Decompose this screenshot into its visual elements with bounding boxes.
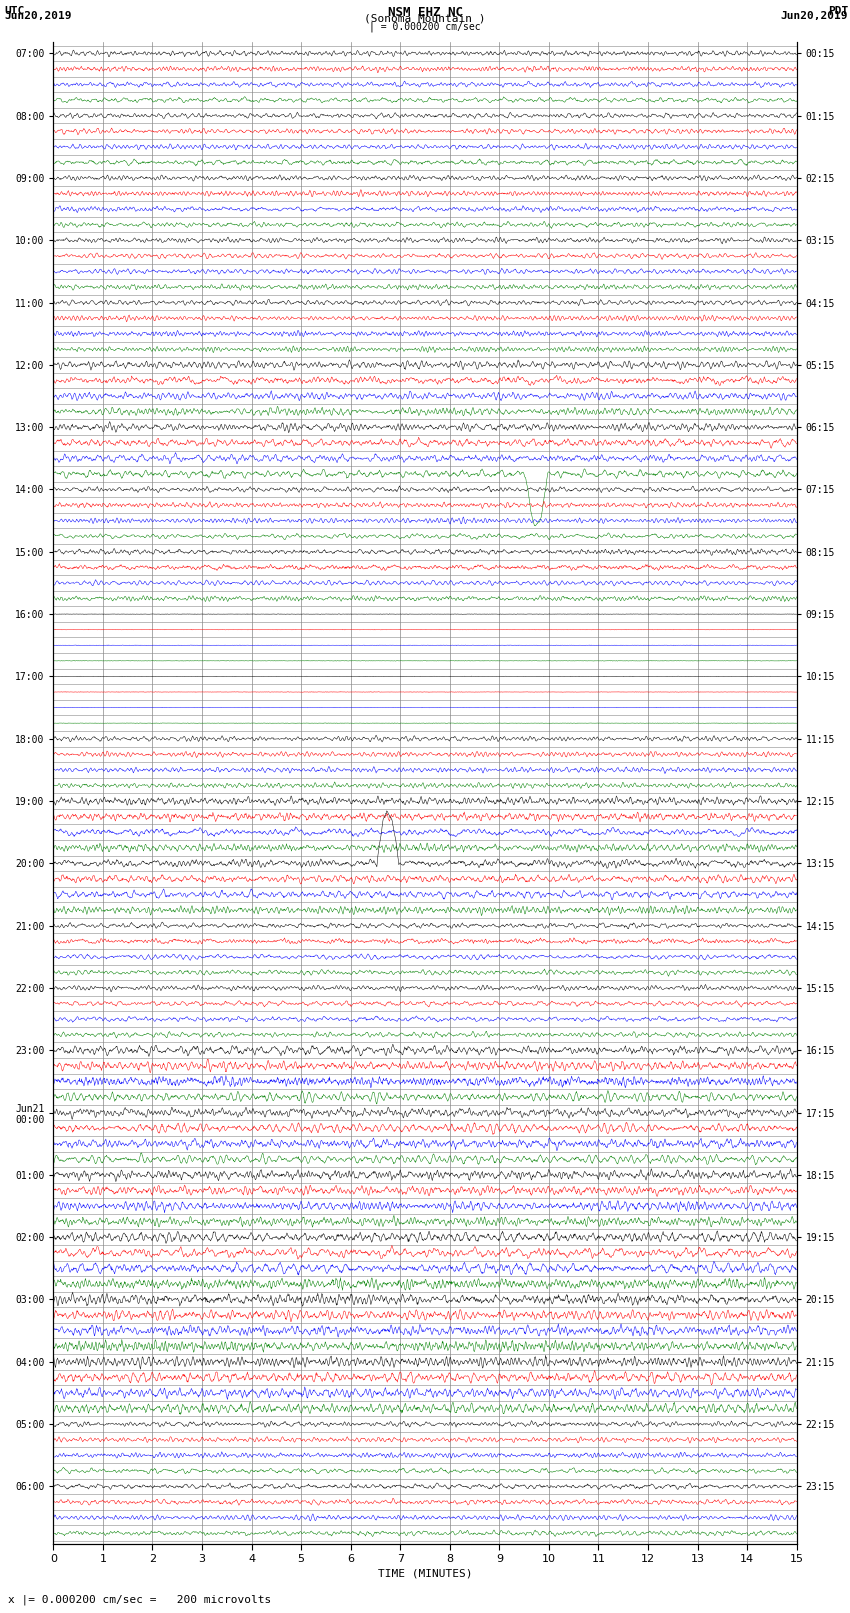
Text: | = 0.000200 cm/sec: | = 0.000200 cm/sec [369, 21, 481, 32]
Text: NSM EHZ NC: NSM EHZ NC [388, 5, 462, 19]
Text: (Sonoma Mountain ): (Sonoma Mountain ) [365, 13, 485, 24]
Text: Jun20,2019: Jun20,2019 [781, 11, 848, 21]
Text: PDT: PDT [828, 5, 848, 16]
X-axis label: TIME (MINUTES): TIME (MINUTES) [377, 1569, 473, 1579]
Text: x |= 0.000200 cm/sec =   200 microvolts: x |= 0.000200 cm/sec = 200 microvolts [8, 1594, 272, 1605]
Text: UTC: UTC [4, 5, 25, 16]
Text: Jun20,2019: Jun20,2019 [4, 11, 71, 21]
